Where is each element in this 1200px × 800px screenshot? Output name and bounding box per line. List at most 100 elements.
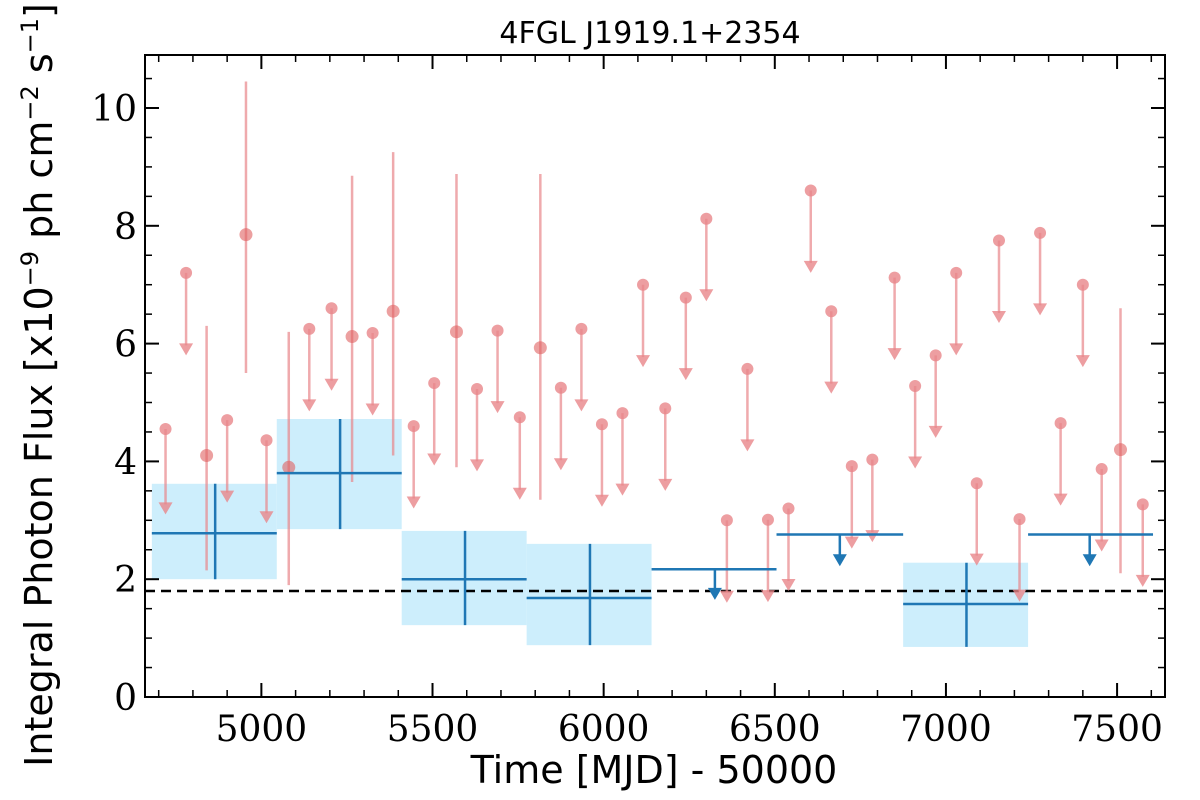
short-ul-point-38 xyxy=(1095,463,1108,476)
short-ul-point-31 xyxy=(950,266,963,279)
short-detection-point-1 xyxy=(239,228,253,242)
short-ul-arrowhead-8 xyxy=(427,453,442,466)
short-ul-arrowhead-29 xyxy=(908,456,923,469)
short-ul-arrowhead-14 xyxy=(594,494,609,507)
y-tick-label-4: 8 xyxy=(114,207,137,248)
short-ul-arrowhead-35 xyxy=(1033,303,1048,316)
x-tick-label-1: 5500 xyxy=(387,709,479,750)
short-ul-point-26 xyxy=(845,460,858,473)
short-ul-arrowhead-22 xyxy=(760,590,775,603)
short-ul-point-27 xyxy=(866,453,879,466)
short-ul-arrowhead-34 xyxy=(1012,589,1027,602)
short-ul-point-6 xyxy=(366,327,379,340)
x-tick-label-2: 6000 xyxy=(558,709,650,750)
short-ul-arrowhead-9 xyxy=(470,459,485,472)
short-ul-arrowhead-12 xyxy=(553,458,568,471)
short-ul-arrowhead-0 xyxy=(158,502,173,515)
short-ul-arrowhead-32 xyxy=(969,553,984,566)
short-ul-point-15 xyxy=(616,407,629,420)
y-tick-label-1: 2 xyxy=(114,560,137,601)
long-ul-arrowhead-1 xyxy=(832,554,847,567)
short-ul-point-35 xyxy=(1034,226,1047,239)
short-ul-arrowhead-21 xyxy=(740,439,755,452)
y-axis-label-part-2: ph cm xyxy=(17,121,61,251)
short-ul-point-19 xyxy=(700,212,713,225)
long-ul-arrowhead-0 xyxy=(707,587,722,600)
short-detection-point-3 xyxy=(345,330,359,344)
short-ul-point-13 xyxy=(575,322,588,335)
short-ul-point-8 xyxy=(428,377,441,390)
short-ul-point-4 xyxy=(303,322,316,335)
short-ul-point-7 xyxy=(407,420,420,433)
short-ul-point-0 xyxy=(159,423,172,436)
y-axis-label-part-5: −1 xyxy=(16,18,44,53)
y-axis-label: Integral Photon Flux [x10−9 ph cm−2 s−1] xyxy=(16,3,61,767)
short-ul-point-5 xyxy=(325,302,338,315)
short-ul-arrowhead-1 xyxy=(179,343,194,356)
y-axis-label-part-1: −9 xyxy=(16,251,44,286)
short-ul-arrowhead-37 xyxy=(1075,355,1090,368)
short-ul-point-33 xyxy=(992,234,1005,247)
short-detection-point-7 xyxy=(1114,443,1128,457)
short-ul-point-30 xyxy=(929,349,942,362)
y-axis-label-part-0: Integral Photon Flux [x10 xyxy=(17,286,61,767)
x-tick-label-5: 7500 xyxy=(1071,709,1163,750)
short-detection-point-6 xyxy=(533,341,547,355)
short-ul-point-21 xyxy=(741,362,754,375)
short-ul-arrowhead-30 xyxy=(928,425,943,438)
plot-frame xyxy=(144,54,1166,698)
short-ul-point-29 xyxy=(909,380,922,393)
short-ul-point-17 xyxy=(659,402,672,415)
short-ul-point-23 xyxy=(782,502,795,515)
short-ul-arrowhead-20 xyxy=(719,590,734,603)
short-ul-arrowhead-17 xyxy=(658,478,673,491)
short-ul-point-25 xyxy=(825,305,838,318)
axes-layer: 5000 5500 6000 6500 7000 7500 0 2 4 6 8 10 xyxy=(91,54,1166,750)
y-axis-label-part-4: s xyxy=(17,53,61,85)
short-detection-point-2 xyxy=(282,460,296,474)
short-ul-arrowhead-33 xyxy=(991,310,1006,323)
short-ul-arrowhead-3 xyxy=(259,511,274,524)
short-ul-point-36 xyxy=(1054,417,1067,430)
short-ul-arrowhead-38 xyxy=(1094,539,1109,552)
long-ul-arrowhead-2 xyxy=(1082,554,1097,567)
short-ul-arrowhead-26 xyxy=(844,536,859,549)
short-ul-arrowhead-2 xyxy=(220,490,235,503)
short-ul-arrowhead-5 xyxy=(324,378,339,391)
short-ul-point-3 xyxy=(260,434,273,447)
short-ul-arrowhead-36 xyxy=(1053,493,1068,506)
short-ul-arrowhead-11 xyxy=(512,487,527,500)
short-ul-point-28 xyxy=(888,271,901,284)
y-tick-label-0: 0 xyxy=(114,678,137,719)
short-ul-point-14 xyxy=(595,418,608,431)
short-ul-arrowhead-28 xyxy=(887,348,902,361)
x-axis-label: Time [MJD] - 50000 xyxy=(470,748,838,792)
short-ul-arrowhead-6 xyxy=(365,403,380,416)
short-ul-arrowhead-39 xyxy=(1135,574,1150,587)
short-ul-point-22 xyxy=(761,513,774,526)
short-ul-arrowhead-24 xyxy=(803,260,818,273)
short-ul-point-24 xyxy=(804,184,817,197)
short-detection-point-0 xyxy=(200,449,214,463)
short-ul-arrowhead-25 xyxy=(824,381,839,394)
short-ul-point-10 xyxy=(491,324,504,337)
x-tick-label-0: 5000 xyxy=(216,709,308,750)
y-axis-label-part-6: ] xyxy=(17,3,61,18)
short-ul-point-9 xyxy=(471,382,484,395)
chart-title: 4FGL J1919.1+2354 xyxy=(499,16,800,51)
short-ul-point-34 xyxy=(1013,513,1026,526)
y-axis-label-part-3: −2 xyxy=(16,85,44,120)
short-ul-point-2 xyxy=(221,414,234,427)
short-ul-arrowhead-31 xyxy=(949,343,964,356)
short-detection-point-4 xyxy=(386,304,400,318)
short-ul-point-16 xyxy=(637,278,650,291)
short-detection-point-5 xyxy=(449,325,463,339)
short-bin-layer xyxy=(158,81,1150,603)
short-ul-arrowhead-10 xyxy=(490,401,505,414)
y-tick-label-2: 4 xyxy=(114,442,137,483)
short-ul-arrowhead-19 xyxy=(699,289,714,302)
x-tick-label-4: 7000 xyxy=(900,709,992,750)
short-ul-arrowhead-27 xyxy=(865,530,880,543)
short-ul-arrowhead-18 xyxy=(678,368,693,381)
